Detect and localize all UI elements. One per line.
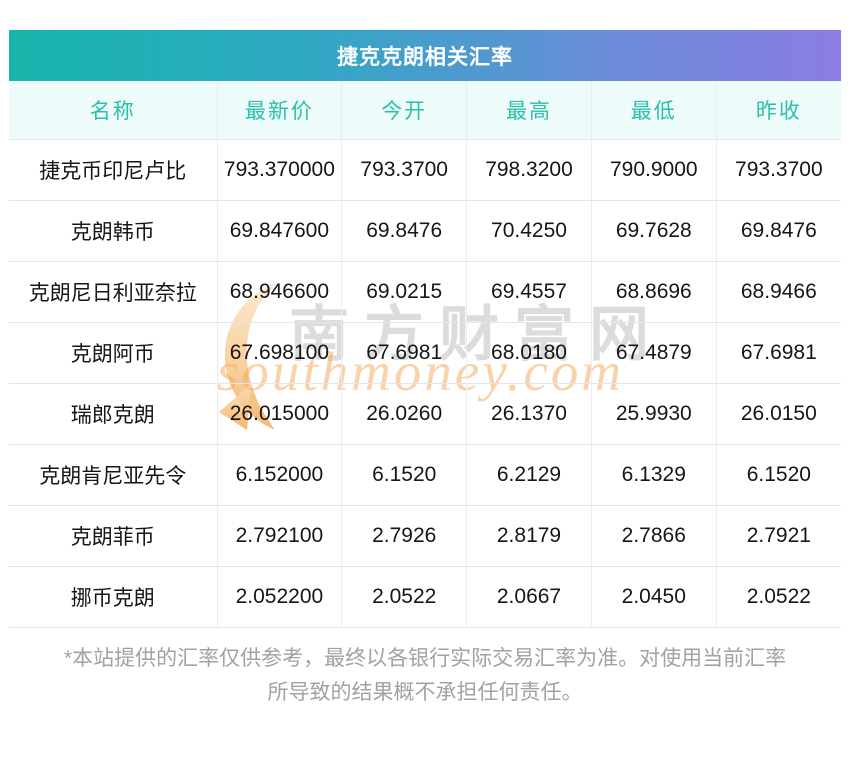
low-cell: 6.1329 [590,443,717,505]
high-cell: 68.0180 [466,321,592,383]
column-header-open: 今开 [341,81,467,139]
low-cell: 69.7628 [590,199,717,261]
low-cell: 25.9930 [590,382,717,444]
table-row: 克朗尼日利亚奈拉 68.946600 69.0215 69.4557 68.86… [9,260,841,322]
disclaimer: *本站提供的汇率仅供参考，最终以各银行实际交易汇率为准。对使用当前汇率 所导致的… [9,642,841,710]
prev-close-cell: 2.7921 [715,504,841,566]
latest-cell: 793.370000 [216,138,342,200]
page-title: 捷克克朗相关汇率 [337,45,513,69]
open-cell: 67.6981 [341,321,467,383]
pair-name-cell: 克朗尼日利亚奈拉 [9,260,217,322]
high-cell: 2.0667 [466,565,592,627]
open-cell: 2.7926 [341,504,467,566]
table-title-bar: 捷克克朗相关汇率 [9,30,841,81]
disclaimer-line-2: 所导致的结果概不承担任何责任。 [267,680,583,704]
prev-close-cell: 67.6981 [715,321,841,383]
prev-close-cell: 26.0150 [715,382,841,444]
table-row: 克朗肯尼亚先令 6.152000 6.1520 6.2129 6.1329 6.… [9,443,841,505]
high-cell: 69.4557 [466,260,592,322]
prev-close-cell: 69.8476 [715,199,841,261]
column-header-high: 最高 [466,81,592,139]
table-row: 瑞郎克朗 26.015000 26.0260 26.1370 25.9930 2… [9,382,841,444]
pair-name-cell: 挪币克朗 [9,565,217,627]
prev-close-cell: 2.0522 [715,565,841,627]
table-row: 挪币克朗 2.052200 2.0522 2.0667 2.0450 2.052… [9,565,841,627]
pair-name-cell: 克朗韩币 [9,199,217,261]
low-cell: 68.8696 [590,260,717,322]
open-cell: 69.0215 [341,260,467,322]
column-header-latest: 最新价 [216,81,342,139]
latest-cell: 6.152000 [216,443,342,505]
open-cell: 69.8476 [341,199,467,261]
pair-name-cell: 克朗肯尼亚先令 [9,443,217,505]
high-cell: 70.4250 [466,199,592,261]
table-row: 克朗阿币 67.698100 67.6981 68.0180 67.4879 6… [9,321,841,383]
latest-cell: 2.792100 [216,504,342,566]
open-cell: 26.0260 [341,382,467,444]
low-cell: 2.7866 [590,504,717,566]
pair-name-cell: 克朗阿币 [9,321,217,383]
high-cell: 26.1370 [466,382,592,444]
prev-close-cell: 68.9466 [715,260,841,322]
latest-cell: 26.015000 [216,382,342,444]
high-cell: 2.8179 [466,504,592,566]
open-cell: 2.0522 [341,565,467,627]
latest-cell: 68.946600 [216,260,342,322]
page-container: 捷克克朗相关汇率 名称 最新价 今开 最高 最低 昨收 捷克币印尼卢比 793.… [9,30,841,710]
exchange-rates-table: 名称 最新价 今开 最高 最低 昨收 捷克币印尼卢比 793.370000 79… [9,81,841,628]
latest-cell: 69.847600 [216,199,342,261]
high-cell: 798.3200 [466,138,592,200]
latest-cell: 2.052200 [216,565,342,627]
high-cell: 6.2129 [466,443,592,505]
latest-cell: 67.698100 [216,321,342,383]
table-row: 克朗菲币 2.792100 2.7926 2.8179 2.7866 2.792… [9,504,841,566]
table-row: 克朗韩币 69.847600 69.8476 70.4250 69.7628 6… [9,199,841,261]
low-cell: 2.0450 [590,565,717,627]
column-header-low: 最低 [590,81,717,139]
open-cell: 6.1520 [341,443,467,505]
open-cell: 793.3700 [341,138,467,200]
low-cell: 67.4879 [590,321,717,383]
prev-close-cell: 6.1520 [715,443,841,505]
disclaimer-line-1: *本站提供的汇率仅供参考，最终以各银行实际交易汇率为准。对使用当前汇率 [63,646,787,670]
column-header-prev-close: 昨收 [715,81,841,139]
pair-name-cell: 瑞郎克朗 [9,382,217,444]
header-row: 名称 最新价 今开 最高 最低 昨收 [9,81,841,139]
pair-name-cell: 克朗菲币 [9,504,217,566]
prev-close-cell: 793.3700 [715,138,841,200]
table-row: 捷克币印尼卢比 793.370000 793.3700 798.3200 790… [9,138,841,200]
low-cell: 790.9000 [590,138,717,200]
column-header-name: 名称 [9,81,217,139]
pair-name-cell: 捷克币印尼卢比 [9,138,217,200]
